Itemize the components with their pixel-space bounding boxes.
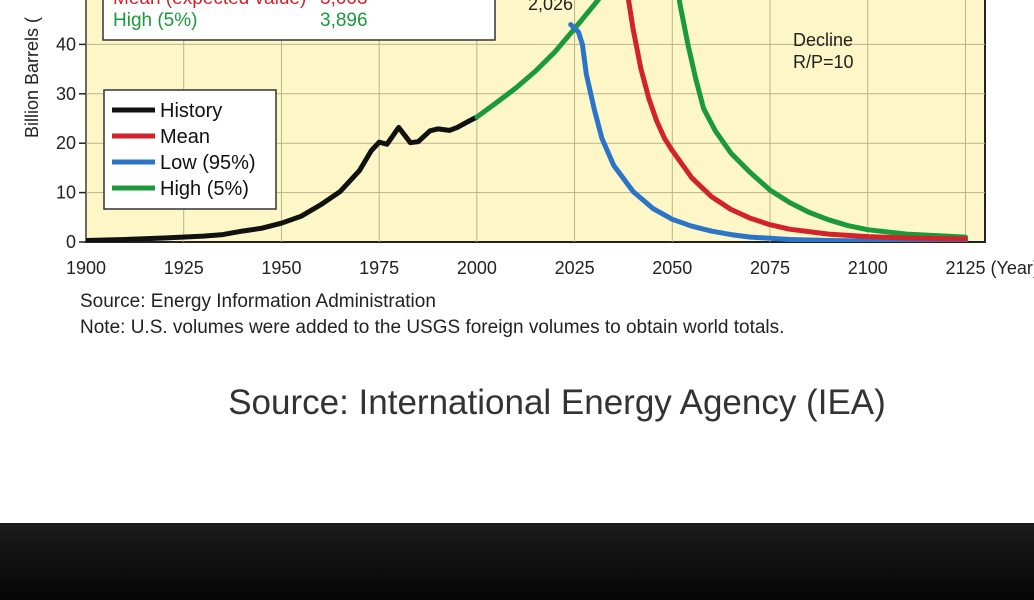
legend: History Mean Low (95%) High (5%) (103, 89, 277, 210)
table-row-label-mean: Mean (expected value) (113, 0, 306, 9)
x-tick-label: 1900 (66, 258, 106, 278)
y-tick-label: 0 (66, 232, 76, 252)
x-tick-label: 2050 (652, 258, 692, 278)
y-tick-label: 30 (56, 84, 76, 104)
series-line-high (474, 0, 968, 240)
y-axis-label: Billion Barrels ( (22, 17, 42, 138)
x-tick-label: 1925 (164, 258, 204, 278)
y-tick-label: 40 (56, 34, 76, 54)
bottom-bar (0, 523, 1034, 600)
annotation-peak-low: 2,026 (528, 0, 573, 14)
table-row-value-high: 3,896 (320, 10, 368, 31)
x-tick-label: 2000 (457, 258, 497, 278)
resource-table: Mean (expected value) 3,003 High (5%) 3,… (102, 0, 496, 41)
x-tick-label: 2075 (750, 258, 790, 278)
x-axis: 1900 1925 1950 1975 2000 2025 2050 2075 2100 2125… (66, 258, 1034, 278)
annotation-rp: R/P=10 (793, 52, 854, 72)
x-tick-label: 2100 (848, 258, 888, 278)
volume-note: Note: U.S. volumes were added to the USG… (80, 317, 785, 338)
legend-label-history: History (160, 100, 222, 122)
x-tick-label: 2025 (555, 258, 595, 278)
caption: Source: International Energy Agency (IEA… (228, 383, 886, 422)
legend-label-mean: Mean (160, 126, 210, 148)
legend-label-high: High (5%) (160, 178, 249, 200)
series-line-low (568, 22, 968, 242)
legend-label-low: Low (95%) (160, 152, 256, 174)
x-tick-label: 1975 (359, 258, 399, 278)
annotation-decline: Decline (793, 30, 853, 50)
x-tick-label: 1950 (261, 258, 301, 278)
y-tick-label: 10 (56, 183, 76, 203)
series-line-mean (625, 0, 968, 242)
y-tick-label: 20 (56, 133, 76, 153)
y-axis: 0 10 20 30 40 (56, 34, 86, 252)
source-note: Source: Energy Information Administratio… (80, 291, 436, 312)
table-row-value-mean: 3,003 (320, 0, 368, 9)
series-line-history (86, 114, 480, 242)
x-tick-label: 2125 (Year) (945, 258, 1034, 278)
series-layer (86, 0, 968, 242)
table-row-label-high: High (5%) (113, 10, 197, 31)
